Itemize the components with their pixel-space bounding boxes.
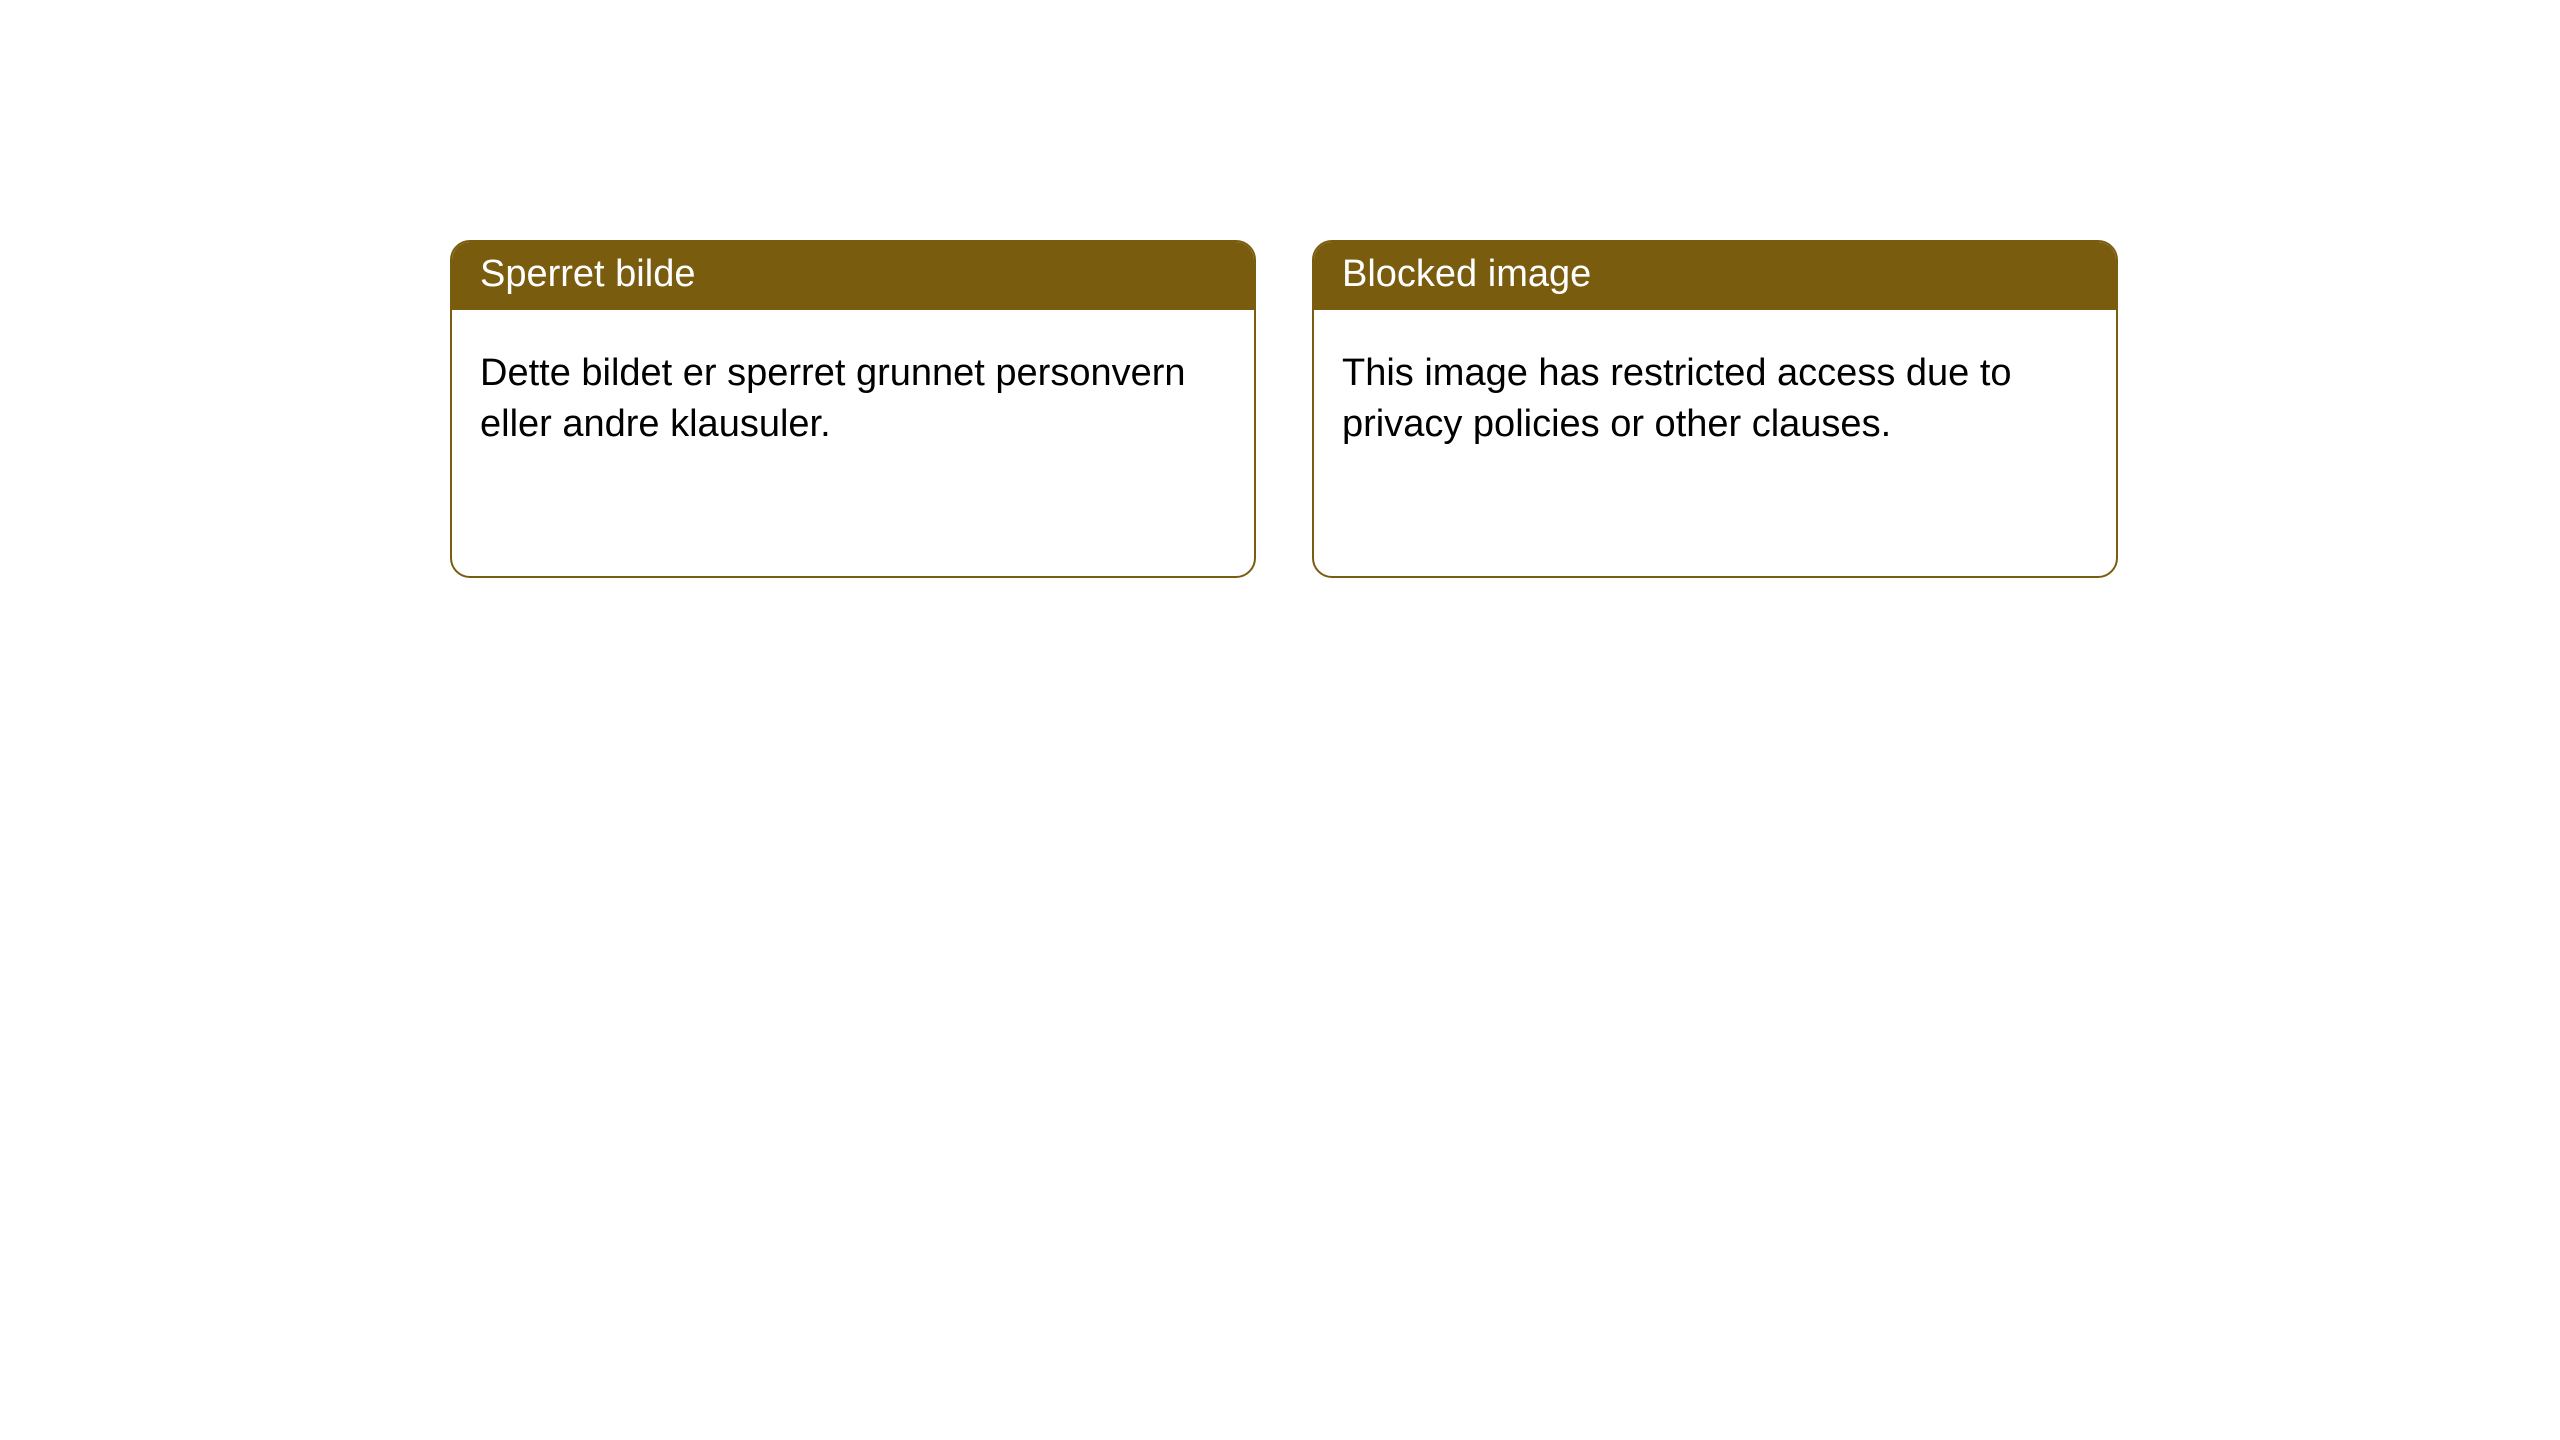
notice-header: Blocked image xyxy=(1314,242,2116,310)
notice-title: Blocked image xyxy=(1342,253,1591,295)
notice-title: Sperret bilde xyxy=(480,253,695,295)
notice-card-norwegian: Sperret bilde Dette bildet er sperret gr… xyxy=(450,240,1256,578)
notice-header: Sperret bilde xyxy=(452,242,1254,310)
notice-card-english: Blocked image This image has restricted … xyxy=(1312,240,2118,578)
notice-container: Sperret bilde Dette bildet er sperret gr… xyxy=(0,0,2560,578)
notice-body: This image has restricted access due to … xyxy=(1314,310,2116,479)
notice-text: This image has restricted access due to … xyxy=(1342,352,2012,445)
notice-body: Dette bildet er sperret grunnet personve… xyxy=(452,310,1254,479)
notice-text: Dette bildet er sperret grunnet personve… xyxy=(480,352,1186,445)
